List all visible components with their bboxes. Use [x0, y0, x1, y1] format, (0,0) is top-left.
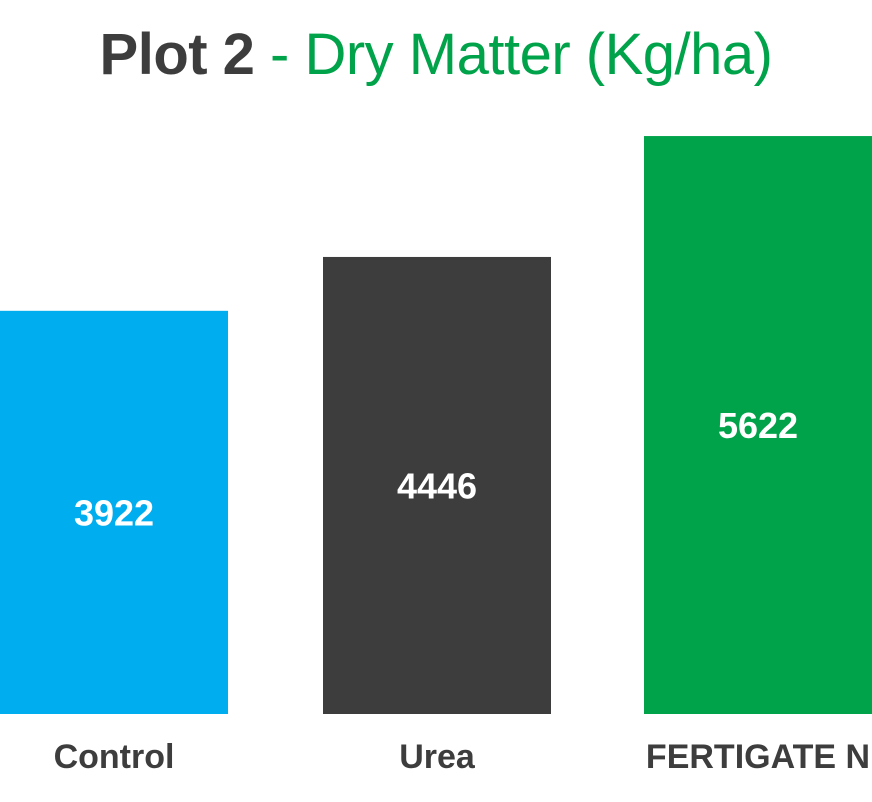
bar-fertigate-n: [644, 136, 872, 714]
value-label-fertigate-n: 5622: [718, 405, 798, 446]
chart-title: Plot 2 - Dry Matter (Kg/ha): [0, 20, 872, 90]
value-label-urea: 4446: [397, 465, 477, 506]
bar-urea: [323, 256, 551, 714]
chart-title-sub: Dry Matter (Kg/ha): [304, 22, 773, 87]
chart-title-main: Plot 2: [99, 22, 255, 87]
value-label-control: 3922: [74, 492, 154, 533]
bar-control: [0, 310, 228, 714]
category-label-fertigate-n: FERTIGATE N: [646, 738, 870, 776]
chart-title-separator: -: [254, 22, 305, 87]
bars-layer: [0, 136, 872, 714]
category-label-urea: Urea: [399, 738, 476, 776]
category-label-control: Control: [54, 738, 175, 776]
labels-layer: 3922 Control 4446 Urea 5622 FERTIGATE N: [54, 405, 871, 776]
